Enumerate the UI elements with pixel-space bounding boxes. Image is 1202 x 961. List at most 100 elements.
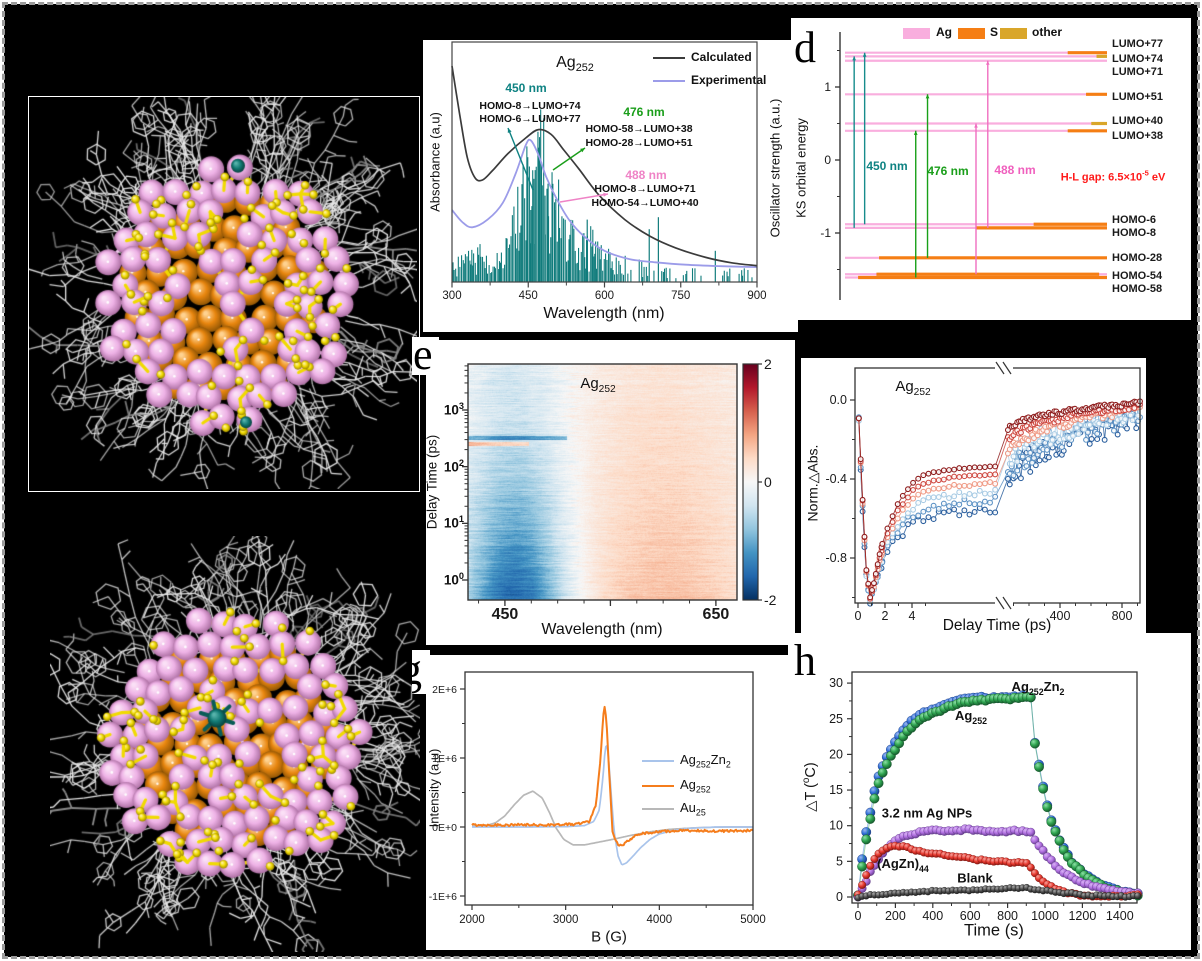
panel-letter-g: g bbox=[412, 650, 422, 692]
svg-text:0.0: 0.0 bbox=[830, 393, 847, 407]
svg-text:450: 450 bbox=[519, 290, 538, 302]
svg-text:750: 750 bbox=[671, 290, 690, 302]
series-label-ag252zn2: Ag252Zn2 bbox=[1011, 679, 1065, 697]
svg-text:1E+6: 1E+6 bbox=[432, 753, 457, 765]
annotation-transition: HOMO-58→LUMO+38 bbox=[585, 123, 693, 135]
svg-text:LUMO+77: LUMO+77 bbox=[1112, 38, 1163, 50]
ta-heatmap-axes: 450 650 2 0 -2 bbox=[462, 356, 777, 623]
svg-text:1000: 1000 bbox=[1031, 909, 1059, 923]
ta-heatmap-image bbox=[468, 364, 737, 600]
svg-text:-1: -1 bbox=[820, 226, 831, 240]
y-axis-label: △T (oC) bbox=[801, 762, 819, 811]
legend-label-s: S bbox=[990, 25, 999, 39]
hl-gap-text: H-L gap: 6.5×10 bbox=[1060, 171, 1143, 184]
svg-text:5: 5 bbox=[836, 854, 843, 868]
svg-text:200: 200 bbox=[885, 909, 906, 923]
svg-text:1400: 1400 bbox=[1106, 909, 1134, 923]
svg-text:-2: -2 bbox=[764, 592, 777, 608]
legend-label-ag: Ag bbox=[936, 25, 952, 39]
y-axis-label: Delay Time (ps) bbox=[424, 434, 440, 530]
annotation-450nm: 450 nm bbox=[505, 81, 547, 95]
svg-text:800: 800 bbox=[997, 909, 1018, 923]
annotation-488nm: 488 nm bbox=[625, 168, 667, 182]
svg-text:HOMO-6: HOMO-6 bbox=[1112, 214, 1156, 226]
legend-label-ag252: Ag252 bbox=[680, 777, 711, 795]
series-label-ag252: Ag252 bbox=[954, 708, 988, 726]
log-tick-label: 100 bbox=[443, 571, 464, 588]
structure-top bbox=[28, 96, 420, 492]
legend-label-au25: Au25 bbox=[680, 800, 706, 818]
svg-text:4000: 4000 bbox=[647, 914, 673, 926]
svg-text:0: 0 bbox=[836, 890, 843, 904]
y-axis-label-unit: C) bbox=[802, 762, 819, 778]
annotation-transition: HOMO-8→LUMO+71 bbox=[594, 183, 696, 195]
panel-orbital-energy: 1 0 -1 LUMO+77 LUMO+74 LUMO+71 LUMO+51 LUMO+40 L… bbox=[791, 18, 1191, 320]
svg-text:5000: 5000 bbox=[740, 914, 766, 926]
svg-text:25: 25 bbox=[829, 712, 843, 726]
svg-text:1200: 1200 bbox=[1068, 909, 1096, 923]
legend-line-experimental bbox=[653, 80, 685, 82]
svg-text:LUMO+38: LUMO+38 bbox=[1112, 130, 1163, 142]
transition-label-476nm: 476 nm bbox=[927, 164, 969, 178]
svg-text:800: 800 bbox=[1112, 609, 1133, 623]
ta-kinetics-chart: 0 2 4 400 800 0.0 -0.4 -0.8 bbox=[825, 361, 1143, 623]
svg-text:900: 900 bbox=[747, 290, 766, 302]
y-axis-label: KS orbital energy bbox=[793, 118, 809, 218]
svg-text:2: 2 bbox=[882, 609, 889, 623]
svg-text:0: 0 bbox=[855, 909, 862, 923]
chart-title: Ag252 bbox=[556, 53, 594, 75]
svg-text:-1E+6: -1E+6 bbox=[429, 891, 457, 903]
chart-title: Ag252 bbox=[580, 375, 616, 395]
legend-line-ag252 bbox=[642, 785, 674, 787]
svg-text:4: 4 bbox=[909, 609, 916, 623]
y-axis-label: Norm.△Abs. bbox=[804, 444, 821, 522]
svg-text:1: 1 bbox=[824, 80, 831, 94]
svg-text:HOMO-8: HOMO-8 bbox=[1112, 227, 1156, 239]
hl-gap-sup: -5 bbox=[1142, 168, 1149, 178]
svg-text:450: 450 bbox=[492, 606, 519, 623]
legend-label-calculated: Calculated bbox=[691, 50, 752, 64]
panel-absorbance: 300 450 600 750 900 Ag252 Calculated Experim… bbox=[423, 40, 798, 332]
nanocluster-bottom-image bbox=[50, 536, 420, 952]
svg-text:600: 600 bbox=[595, 290, 614, 302]
svg-text:0: 0 bbox=[824, 153, 831, 167]
svg-text:LUMO+51: LUMO+51 bbox=[1112, 91, 1163, 103]
svg-text:HOMO-28: HOMO-28 bbox=[1112, 252, 1162, 264]
absorbance-chart: 300 450 600 750 900 bbox=[442, 41, 767, 302]
transition-label-488nm: 488 nm bbox=[994, 163, 1036, 177]
panel-letter-g-patch: g bbox=[412, 650, 430, 694]
x-axis-label: Delay Time (ps) bbox=[942, 617, 1052, 634]
series-label-agnps: 3.2 nm Ag NPs bbox=[881, 805, 973, 821]
svg-text:3000: 3000 bbox=[553, 914, 579, 926]
hl-gap-label: H-L gap: 6.5×10-5 eV bbox=[1061, 169, 1166, 184]
legend-label-ag252zn2: Ag252Zn2 bbox=[680, 752, 731, 770]
legend-label-other: other bbox=[1032, 25, 1062, 39]
legend-line-ag252zn2 bbox=[642, 760, 674, 762]
y-axis-label-sup: o bbox=[801, 777, 813, 784]
legend-label-experimental: Experimental bbox=[691, 73, 767, 87]
transition-label-450nm: 450 nm bbox=[866, 159, 908, 173]
y-axis-label: Intensity (a,u) bbox=[426, 748, 442, 828]
x-axis-label: B (G) bbox=[591, 928, 627, 946]
svg-text:2E+6: 2E+6 bbox=[432, 684, 457, 696]
y2-axis-label: Oscillator strength (a.u.) bbox=[767, 98, 783, 238]
svg-text:HOMO-58: HOMO-58 bbox=[1112, 283, 1162, 295]
svg-text:LUMO+40: LUMO+40 bbox=[1112, 115, 1163, 127]
photothermal-chart: 0 200 400 600 800 1000 1200 1400 0 5 10 15 20 25 30 bbox=[829, 671, 1143, 923]
series-label-blank: Blank bbox=[957, 870, 993, 886]
svg-text:650: 650 bbox=[703, 606, 730, 623]
svg-text:0: 0 bbox=[855, 609, 862, 623]
svg-text:300: 300 bbox=[442, 290, 461, 302]
svg-text:-0.4: -0.4 bbox=[825, 472, 847, 486]
svg-text:20: 20 bbox=[829, 747, 843, 761]
log-tick-label: 101 bbox=[443, 514, 464, 531]
structure-bottom bbox=[50, 536, 420, 952]
epr-chart: 2000 3000 4000 5000 2E+6 1E+6 0E+0 -1E+6 bbox=[429, 671, 766, 926]
nanocluster-top-image bbox=[29, 97, 417, 489]
log-tick-label: 102 bbox=[443, 457, 464, 475]
svg-text:600: 600 bbox=[960, 909, 981, 923]
annotation-476nm: 476 nm bbox=[623, 105, 665, 119]
svg-text:400: 400 bbox=[922, 909, 943, 923]
legend-line-calculated bbox=[653, 57, 685, 59]
